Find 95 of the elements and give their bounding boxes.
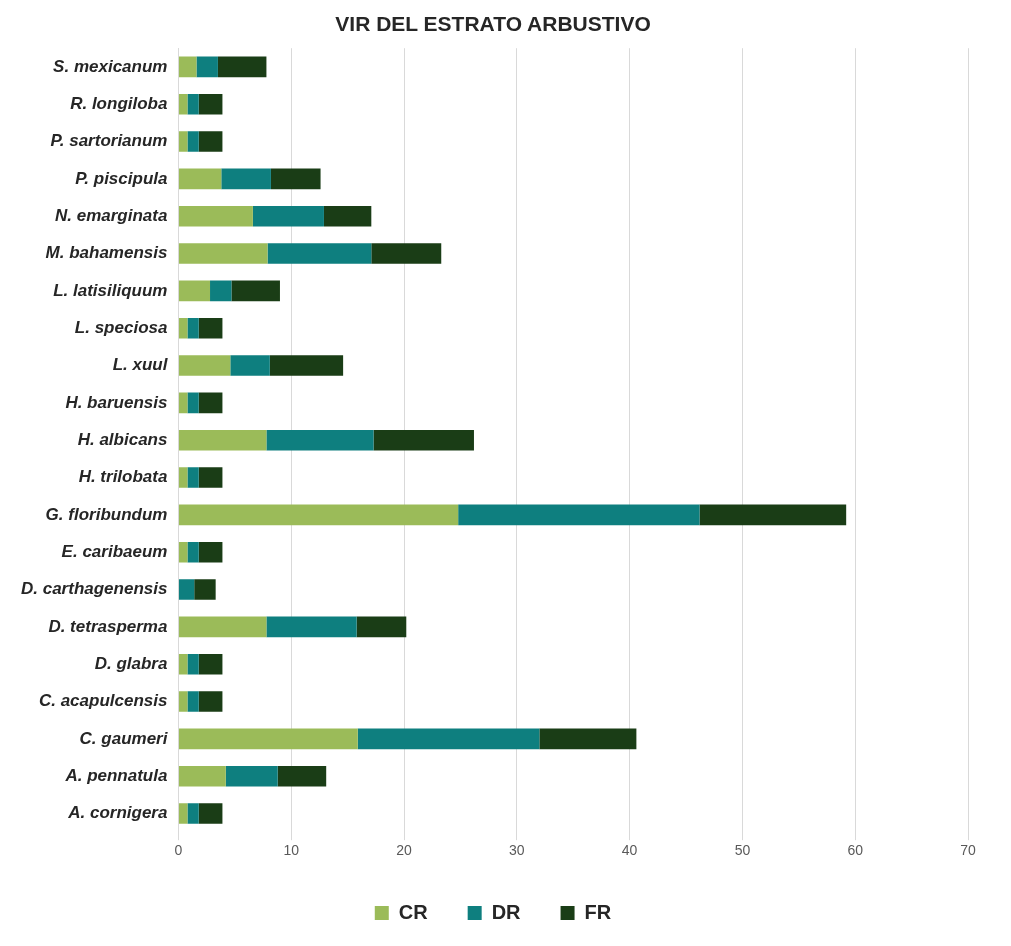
x-tick-label: 70 [960,842,976,859]
y-tick-label: L. xuul [112,355,169,375]
bar [178,803,188,824]
bar [270,168,321,190]
bar [699,504,847,526]
bar [178,616,267,638]
bar [187,93,199,115]
bar [178,579,195,600]
y-tick-label: C. gaumeri [79,728,169,748]
bar [194,579,216,600]
bar [178,653,188,675]
bar [198,691,223,712]
chart-title: VIR DEL ESTRATO ARBUSTIVO [335,12,651,36]
y-tick-label: M. bahamensis [45,243,168,263]
y-tick-label: G. floribundum [45,504,168,524]
y-tick-label: N. emarginata [55,205,168,225]
x-tick-label: 20 [396,842,413,859]
bar [277,765,327,787]
bar [178,280,211,302]
y-tick-label: P. sartorianum [50,131,168,151]
bar [231,280,280,302]
bar [187,691,199,712]
legend-label: FR [584,900,612,923]
bar [178,317,188,339]
bar [187,317,199,339]
bar [178,56,197,78]
bar [178,93,188,115]
x-tick-label: 30 [509,842,525,859]
y-tick-label: S. mexicanum [53,56,168,76]
bar [198,653,223,675]
bar [198,93,223,115]
bar [217,56,267,78]
bar [323,205,372,227]
x-tick-label: 0 [174,842,183,859]
y-tick-label: H. albicans [77,429,168,449]
bar [187,803,199,824]
bar [210,280,232,302]
bar [356,616,407,638]
y-tick-label: H. trilobata [78,467,168,487]
bar [266,616,357,638]
bar [187,653,199,675]
bar [198,317,223,339]
bar [178,504,459,526]
bar [196,56,218,78]
bar [373,429,474,451]
bar [187,392,199,414]
bar [187,467,199,488]
bar [198,541,223,563]
bar [178,467,188,488]
bar [178,205,253,227]
bar [539,728,637,750]
bar [178,168,222,190]
y-tick-label: L. latisiliquum [53,280,168,300]
y-tick-label: H. baruensis [65,392,168,412]
bar [178,429,267,451]
bar [178,691,188,712]
bar [371,243,442,264]
legend-label: CR [398,900,429,923]
x-tick-label: 40 [621,842,638,859]
bar [198,467,223,488]
bar [458,504,700,526]
bar [178,541,188,563]
bar [198,131,223,152]
y-tick-label: R. longiloba [70,93,168,113]
bar [267,243,372,264]
y-tick-label: D. tetrasperma [48,616,168,636]
bar [269,355,344,376]
y-tick-label: P. piscipula [75,168,168,188]
bar [187,541,199,563]
bar [266,429,374,451]
bar [357,728,540,750]
y-tick-label: A. cornigera [67,803,168,823]
bar [187,131,199,152]
x-tick-label: 10 [283,842,300,859]
bar [178,355,231,376]
bar [178,728,358,750]
bar [178,131,188,152]
bar [230,355,270,376]
bar [178,243,268,264]
y-tick-label: D. carthagenensis [20,579,168,599]
x-tick-label: 50 [734,842,751,859]
bar [252,205,324,227]
y-tick-label: E. caribaeum [61,541,168,561]
bar [225,765,278,787]
x-tick-label: 60 [847,842,864,859]
y-tick-label: L. speciosa [74,317,168,337]
legend-label: DR [491,900,522,923]
y-tick-label: A. pennatula [64,765,168,785]
bar [178,392,188,414]
bar [221,168,271,190]
bar [178,765,226,787]
y-tick-label: D. glabra [94,653,168,673]
y-tick-label: C. acapulcensis [38,691,168,711]
bar [198,392,223,414]
bar [198,803,223,824]
